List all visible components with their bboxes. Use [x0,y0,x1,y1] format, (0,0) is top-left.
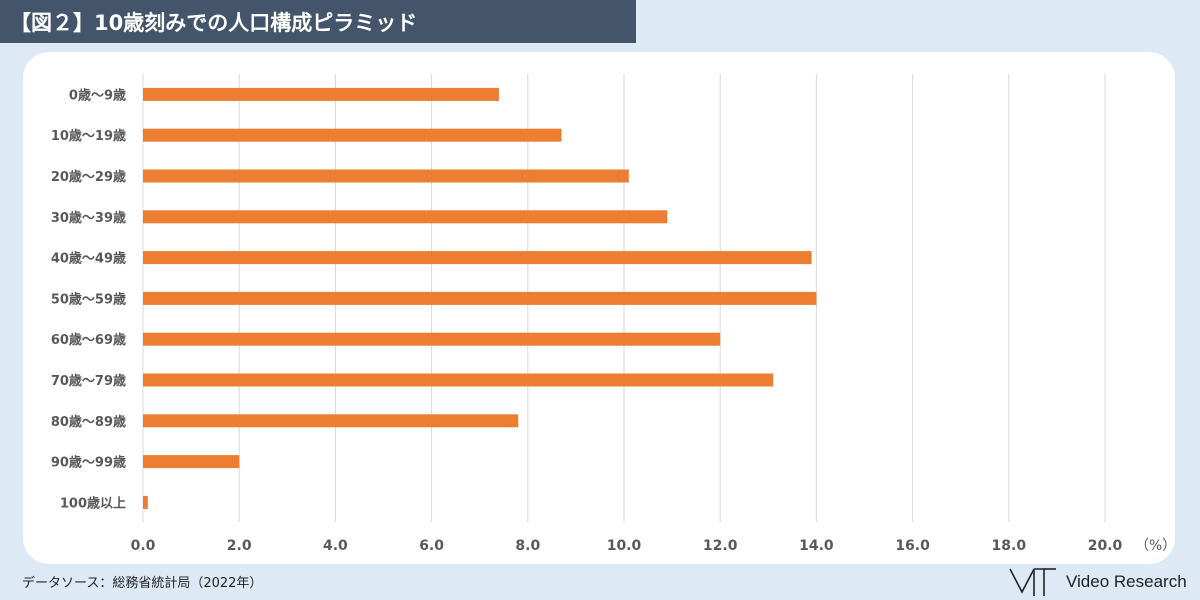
bar [143,251,812,265]
x-tick-label: 0.0 [131,538,156,554]
y-category-label: 20歳～29歳 [51,169,126,185]
x-tick-label: 10.0 [607,538,642,554]
brand-logo: Video Research [1008,566,1187,598]
x-tick-label: 18.0 [992,538,1027,554]
video-research-logo-icon [1009,568,1056,596]
x-tick-label: 6.0 [419,538,444,554]
bar [143,414,519,428]
page-title: 【図２】10歳刻みでの人口構成ピラミッド [10,10,418,35]
y-category-label: 40歳～49歳 [51,251,126,267]
brand-name: Video Research [1066,572,1187,591]
bar [143,210,668,224]
y-category-label: 80歳～89歳 [51,414,126,430]
bar [143,332,721,346]
bar [143,169,629,183]
bar [143,87,499,101]
y-category-label: 10歳～19歳 [51,128,126,144]
x-tick-label: 8.0 [515,538,540,554]
x-tick-label: 14.0 [799,538,834,554]
y-category-label: 100歳以上 [60,495,126,511]
x-tick-label: 16.0 [895,538,930,554]
y-category-label: 70歳～79歳 [51,373,126,389]
x-tick-label: 20.0 [1088,538,1123,554]
data-source-note: データソース：総務省統計局（2022年） [22,576,263,591]
chart-card: 0.0 2.0 4.0 6.0 8.0 10.0 12.0 14.0 16.0 18.0 20.0 （… [23,52,1175,564]
bar [143,455,240,469]
bar [143,291,817,305]
x-tick-label: 2.0 [227,538,252,554]
bar-chart: 0.0 2.0 4.0 6.0 8.0 10.0 12.0 14.0 16.0 18.0 20.0 （… [51,74,1175,554]
y-category-label: 90歳～99歳 [51,455,126,471]
x-tick-label: 4.0 [323,538,348,554]
y-category-label: 30歳～39歳 [51,210,126,226]
bar [143,128,562,142]
bar [143,373,774,387]
bar [143,495,148,509]
y-category-label: 50歳～59歳 [51,291,126,307]
y-category-label: 0歳～9歳 [69,87,126,103]
x-tick-label: 12.0 [703,538,738,554]
unit-label: （%） [1135,538,1175,554]
bar-layer [143,87,817,509]
chart-title-bar: 【図２】10歳刻みでの人口構成ピラミッド [0,0,636,43]
y-category-label: 60歳～69歳 [51,332,126,348]
label-layer: 0.0 2.0 4.0 6.0 8.0 10.0 12.0 14.0 16.0 18.0 20.0 （… [51,87,1175,554]
